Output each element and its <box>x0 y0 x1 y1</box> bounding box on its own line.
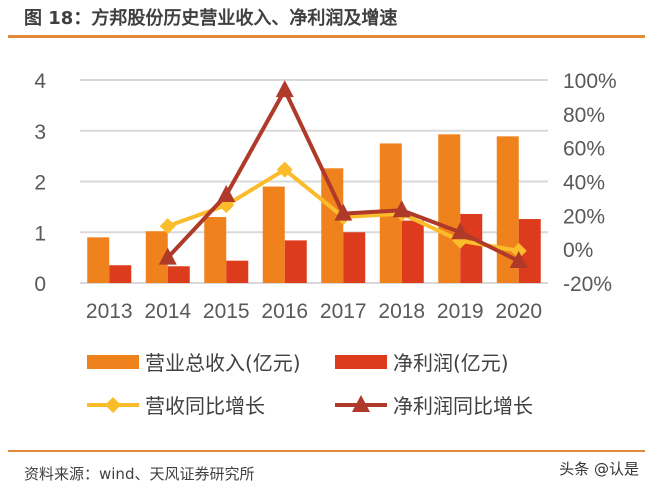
x-tick-label: 2018 <box>378 300 425 323</box>
right-tick-label: 100% <box>563 70 617 93</box>
chart: 0 1 2 3 4 -20% 0% 20% 40% 60% 80% 100% 2013 2014 2015 2… <box>34 70 617 418</box>
bar-net-profit <box>167 266 190 283</box>
bar-revenue <box>321 168 344 283</box>
bar-net-profit <box>284 240 307 283</box>
x-tick-label: 2017 <box>320 300 367 323</box>
legend-label: 营收同比增长 <box>145 394 265 418</box>
legend-label: 净利润(亿元) <box>393 351 509 375</box>
right-tick-label: 0% <box>563 239 593 262</box>
triangle-marker <box>158 247 177 265</box>
left-tick-label: 4 <box>34 70 46 93</box>
x-tick-label: 2019 <box>437 300 484 323</box>
left-tick-label: 0 <box>34 273 46 296</box>
x-tick-label: 2020 <box>495 300 542 323</box>
figure-title: 图 18：方邦股份历史营业收入、净利润及增速 <box>24 8 398 29</box>
left-tick-label: 3 <box>34 121 46 144</box>
x-tick-label: 2015 <box>203 300 250 323</box>
triangle-marker <box>275 80 294 98</box>
triangle-marker <box>217 185 236 203</box>
legend-swatch <box>87 355 139 369</box>
bar-revenue <box>438 134 461 283</box>
triangle-marker <box>509 251 528 269</box>
source-note: 资料来源：wind、天风证券研究所 <box>24 465 255 483</box>
bar-revenue <box>204 217 227 283</box>
right-tick-label: 20% <box>563 205 605 228</box>
triangle-marker <box>392 200 411 218</box>
x-tick-label: 2014 <box>144 300 191 323</box>
bar-revenue <box>87 237 110 283</box>
left-tick-label: 2 <box>34 172 46 195</box>
bar-revenue <box>262 186 285 283</box>
right-tick-label: 80% <box>563 104 605 127</box>
legend-label: 净利润同比增长 <box>393 394 533 418</box>
footer-rule <box>8 450 645 452</box>
x-tick-label: 2013 <box>86 300 133 323</box>
diamond-marker <box>276 161 293 178</box>
bar-net-profit <box>401 220 424 283</box>
right-tick-label: -20% <box>563 273 612 296</box>
right-tick-label: 40% <box>563 172 605 195</box>
diamond-marker <box>159 218 176 235</box>
bar-revenue <box>145 231 168 283</box>
bar-net-profit <box>460 213 483 283</box>
legend-swatch <box>335 355 387 369</box>
triangle-marker <box>451 222 470 240</box>
diamond-marker <box>510 242 527 259</box>
bar-net-profit <box>109 265 132 283</box>
watermark: 头条 @认是 <box>559 460 639 478</box>
triangle-marker <box>334 203 353 221</box>
right-tick-label: 60% <box>563 138 605 161</box>
bar-net-profit <box>226 260 249 283</box>
title-rule <box>8 35 645 38</box>
legend-diamond-icon <box>105 397 121 413</box>
left-tick-label: 1 <box>34 222 46 245</box>
x-tick-label: 2016 <box>261 300 308 323</box>
legend-label: 营业总收入(亿元) <box>145 351 301 375</box>
bar-net-profit <box>343 232 366 283</box>
legend-triangle-icon <box>352 395 370 412</box>
